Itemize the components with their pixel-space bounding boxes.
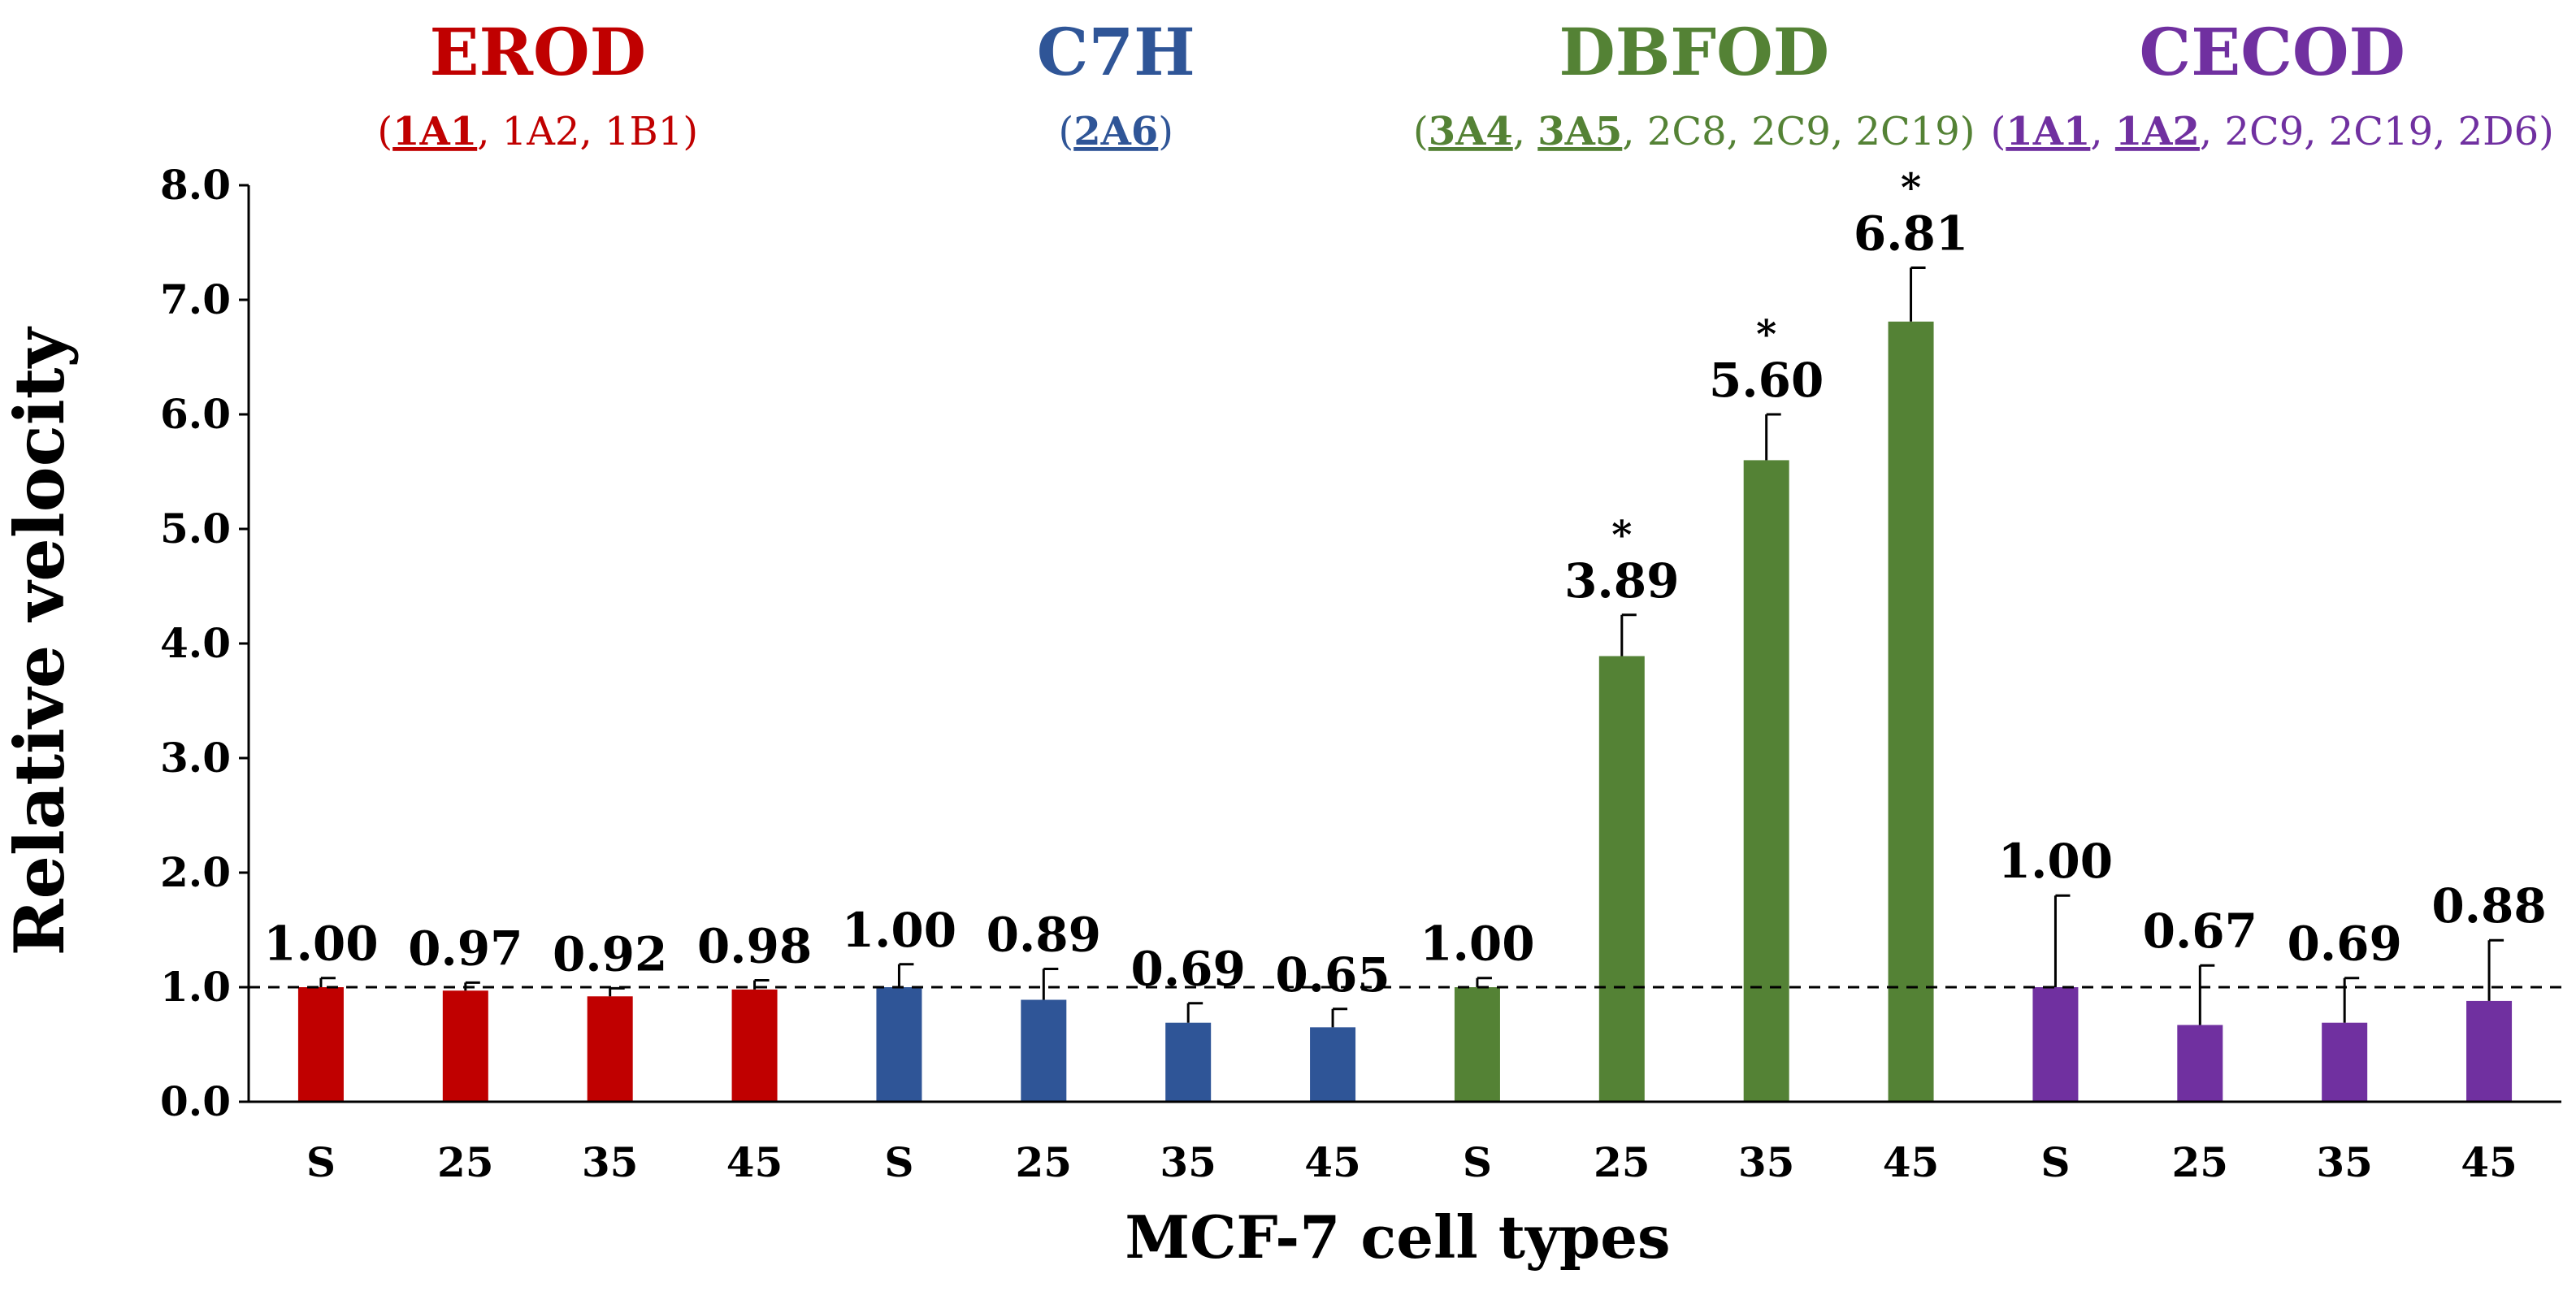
bars-layer: 1.00 0.97 0.92 0.98 1.00 0.89 0.69 0.65 1.00 3.89…	[249, 166, 2561, 1102]
x-axis-label: MCF-7 cell types	[1125, 1202, 1670, 1272]
x-tick-label: 45	[2461, 1138, 2517, 1186]
subtitle-key-enzyme: 3A5	[1537, 109, 1622, 154]
subtitle-text: (	[1413, 109, 1429, 154]
data-label: 0.69	[2288, 916, 2402, 972]
x-tick-label: S	[2040, 1138, 2070, 1186]
group-title: DBFOD	[1559, 14, 1829, 90]
x-tick-label: 45	[1883, 1138, 1940, 1186]
bar	[297, 987, 344, 1102]
group-subtitle: (1A1, 1A2, 1B1)	[377, 109, 698, 154]
bar	[1165, 1022, 1212, 1102]
group-subtitle: (3A4, 3A5, 2C8, 2C9, 2C19)	[1413, 109, 1975, 154]
x-tick-label: S	[306, 1138, 336, 1186]
data-label: 5.60	[1709, 353, 1824, 408]
subtitle-text: )	[1158, 109, 1173, 154]
subtitle-text: (	[377, 109, 392, 154]
bar	[2466, 1000, 2513, 1102]
bar	[731, 989, 778, 1102]
group-title: CECOD	[2140, 14, 2405, 90]
subtitle-key-enzyme: 3A4	[1429, 109, 1513, 154]
x-tick-label: 25	[1016, 1138, 1073, 1186]
data-label: 0.67	[2143, 904, 2257, 959]
x-tick-label: 45	[726, 1138, 783, 1186]
x-tick-label: 35	[2316, 1138, 2373, 1186]
x-tick-label: S	[884, 1138, 913, 1186]
group-subtitle: (1A1, 1A2, 2C9, 2C19, 2D6)	[1991, 109, 2554, 154]
y-tick-label: 2.0	[160, 848, 231, 896]
subtitle-text: ,	[2090, 109, 2115, 154]
y-tick-label: 6.0	[160, 390, 231, 438]
data-label: 3.89	[1564, 553, 1679, 609]
subtitle-text: , 2C8, 2C9, 2C19)	[1622, 109, 1975, 154]
x-tick-label: 45	[1304, 1138, 1361, 1186]
group-subtitle: (2A6)	[1058, 109, 1173, 154]
data-label: 0.88	[2431, 878, 2546, 934]
bar	[876, 987, 922, 1102]
data-label: 0.69	[1131, 942, 1246, 997]
significance-marker: *	[1756, 312, 1776, 358]
subtitle-text: , 1A2, 1B1)	[477, 109, 698, 154]
bar	[1454, 987, 1500, 1102]
data-label: 1.00	[1998, 834, 2113, 889]
bar	[1021, 999, 1067, 1102]
data-label: 0.92	[553, 926, 667, 982]
bar	[2032, 987, 2079, 1102]
y-axis-label: Relative velocity	[0, 326, 80, 956]
data-label: 1.00	[1420, 916, 1534, 972]
bar	[2322, 1022, 2368, 1102]
data-label: 0.89	[987, 907, 1101, 962]
bar	[1598, 656, 1645, 1102]
bar	[1743, 460, 1789, 1102]
y-tick-label: 8.0	[160, 161, 231, 209]
y-tick-label: 4.0	[160, 619, 231, 667]
subtitle-text: (	[1058, 109, 1073, 154]
bar	[1888, 321, 1934, 1102]
significance-marker: *	[1611, 513, 1632, 558]
x-tick-label: 35	[1160, 1138, 1216, 1186]
x-tick-label: 25	[1594, 1138, 1650, 1186]
x-tick-label: 35	[582, 1138, 639, 1186]
subtitle-key-enzyme: 1A1	[392, 109, 477, 154]
subtitle-text: , 2C9, 2C19, 2D6)	[2200, 109, 2554, 154]
x-tick-label: 35	[1738, 1138, 1795, 1186]
data-label: 1.00	[263, 916, 378, 972]
bar	[587, 996, 633, 1102]
data-label: 0.65	[1275, 947, 1390, 1003]
x-tick-label: 25	[2172, 1138, 2229, 1186]
subtitle-text: ,	[1513, 109, 1538, 154]
y-axis: 0.0 1.0 2.0 3.0 4.0 5.0 6.0 7.0 8.0	[160, 161, 250, 1125]
y-tick-label: 3.0	[160, 734, 231, 782]
y-tick-label: 5.0	[160, 505, 231, 552]
bar	[2177, 1025, 2223, 1102]
data-label: 0.97	[408, 921, 523, 976]
group-title: EROD	[429, 14, 646, 90]
significance-marker: *	[1901, 166, 1921, 211]
y-tick-label: 7.0	[160, 275, 231, 323]
subtitle-text: (	[1991, 109, 2006, 154]
group-headers: EROD(1A1, 1A2, 1B1)C7H(2A6)DBFOD(3A4, 3A…	[377, 14, 2553, 154]
x-axis: S 25 35 45 S 25 35 45 S 25 35 45 S 25 35 45	[249, 1100, 2561, 1186]
y-tick-label: 0.0	[160, 1077, 231, 1125]
subtitle-key-enzyme: 1A1	[2006, 109, 2090, 154]
data-label: 1.00	[842, 903, 956, 958]
x-tick-label: 25	[437, 1138, 494, 1186]
subtitle-key-enzyme: 2A6	[1073, 109, 1158, 154]
x-tick-label: S	[1463, 1138, 1492, 1186]
data-label: 6.81	[1854, 206, 1968, 262]
bar	[1310, 1027, 1356, 1102]
subtitle-key-enzyme: 1A2	[2115, 109, 2200, 154]
group-title: C7H	[1037, 14, 1195, 90]
bar	[442, 990, 488, 1102]
data-label: 0.98	[697, 919, 812, 974]
y-tick-label: 1.0	[160, 963, 231, 1011]
